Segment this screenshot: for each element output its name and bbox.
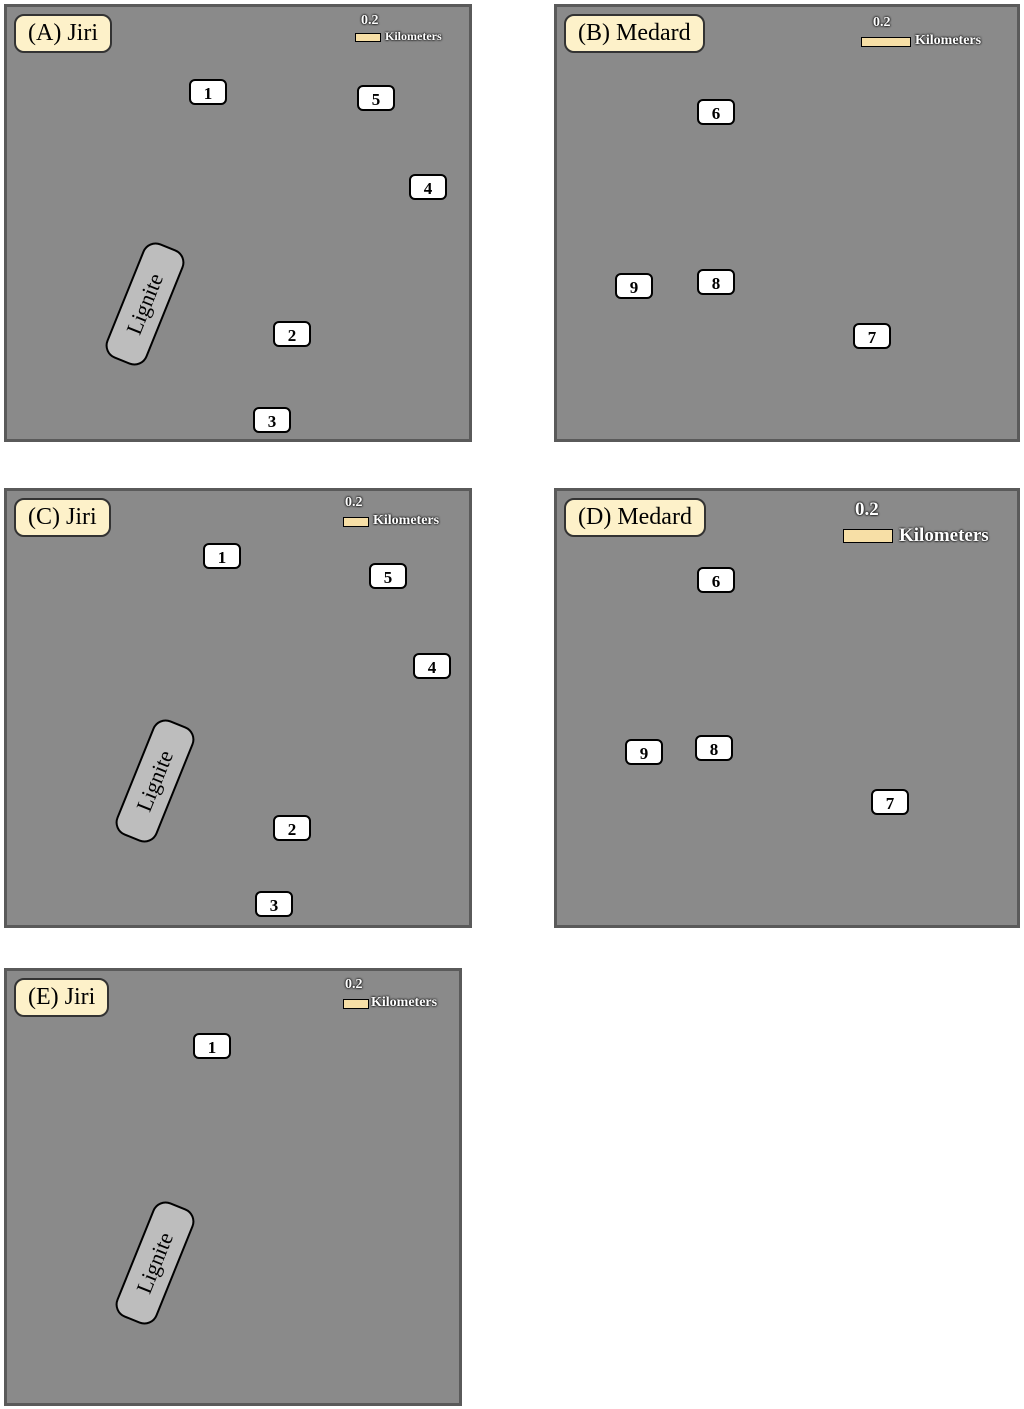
callout-4: 4 [413, 653, 451, 679]
map-image [7, 7, 469, 439]
map-image [557, 491, 1017, 925]
callout-5: 5 [369, 563, 407, 589]
scale-value: 0.2 [855, 499, 879, 520]
panel-a-jiri-quartz: (A) Jiri 0.2 Kilometers Lignite 1 2 3 4 … [4, 4, 472, 442]
callout-2: 2 [273, 815, 311, 841]
scale-bar [343, 999, 369, 1009]
callout-9: 9 [615, 273, 653, 299]
scale-bar [355, 33, 381, 42]
panel-title: (C) Jiri [14, 498, 111, 537]
callout-4: 4 [409, 174, 447, 200]
scale-unit: Kilometers [373, 513, 440, 528]
callout-8: 8 [697, 269, 735, 295]
callout-5: 5 [357, 85, 395, 111]
scale-unit: Kilometers [915, 33, 982, 48]
callout-3: 3 [255, 891, 293, 917]
callout-7: 7 [853, 323, 891, 349]
panel-b-medard-quartz: (B) Medard 0.2 Kilometers 6 7 8 9 [554, 4, 1020, 442]
panel-e-jiri-kaolinite: (E) Jiri 0.2 Kilometers Lignite 1 2 2 2 … [4, 968, 462, 1406]
callout-1: 1 [203, 543, 241, 569]
callout-8: 8 [695, 735, 733, 761]
callout-6: 6 [697, 567, 735, 593]
scale-unit: Kilometers [899, 525, 989, 546]
callout-1: 1 [193, 1033, 231, 1059]
scale-bar [843, 529, 893, 543]
panel-d-medard-phyllosilicates: (D) Medard 0.2 Kilometers 6 7 8 9 [554, 488, 1020, 928]
legend-phyllosilicates [482, 540, 542, 890]
scale-bar [861, 37, 911, 47]
scale-value: 0.2 [361, 13, 379, 28]
scale-value: 0.2 [345, 495, 363, 510]
callout-2: 2 [273, 321, 311, 347]
panel-title: (E) Jiri [14, 978, 110, 1017]
panel-title: (D) Medard [564, 498, 706, 537]
panel-title: (A) Jiri [14, 14, 112, 53]
map-image [7, 971, 459, 1403]
scale-unit: Kilometers [371, 995, 438, 1010]
legend-quartz [482, 60, 542, 410]
callout-1: 1 [189, 79, 227, 105]
scale-bar [343, 517, 369, 527]
callout-3: 3 [253, 407, 291, 433]
callout-6: 6 [697, 99, 735, 125]
callout-9: 9 [625, 739, 663, 765]
scale-value: 0.2 [873, 15, 891, 30]
scale-value: 0.2 [345, 977, 363, 992]
map-image [557, 7, 1017, 439]
panel-title: (B) Medard [564, 14, 705, 53]
panel-c-jiri-phyllosilicates: (C) Jiri 0.2 Kilometers Lignite 1 2 3 4 … [4, 488, 472, 928]
callout-7: 7 [871, 789, 909, 815]
scale-unit: Kilometers [385, 29, 442, 43]
